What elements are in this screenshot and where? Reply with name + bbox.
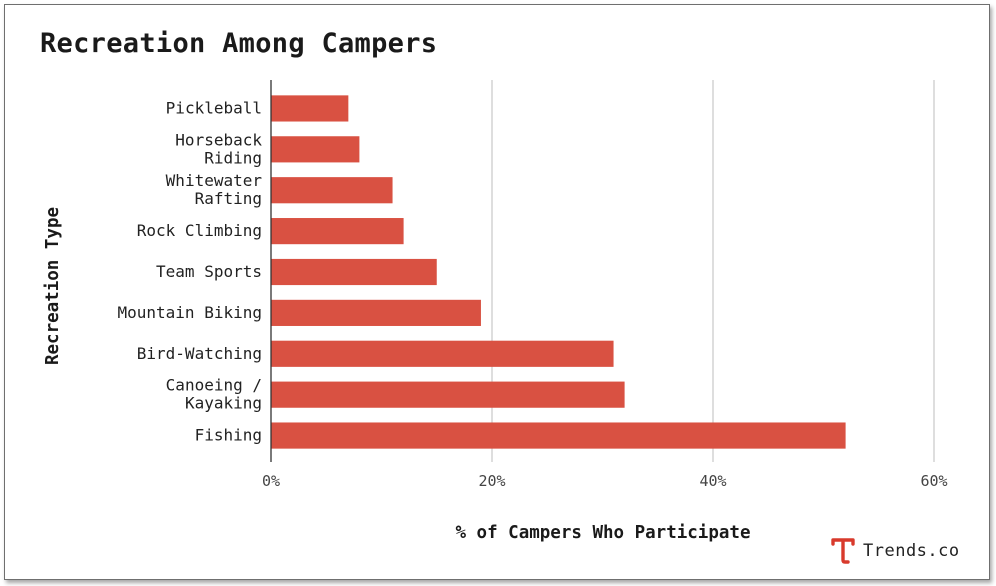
- brand-name: Trends.co: [863, 541, 960, 561]
- bar-3: [271, 218, 404, 245]
- x-tick-label: 60%: [920, 472, 947, 490]
- category-label: Kayaking: [185, 394, 262, 413]
- category-label: Pickleball: [166, 98, 262, 117]
- brand-logo: Trends.co: [831, 537, 960, 565]
- category-label: Horseback: [175, 130, 262, 149]
- bar-4: [271, 258, 437, 286]
- chart-title: Recreation Among Campers: [40, 28, 438, 59]
- x-tick-label: 0%: [262, 472, 280, 490]
- bar-0: [271, 95, 349, 122]
- category-label: Rafting: [195, 189, 262, 208]
- category-label: Bird-Watching: [137, 344, 262, 363]
- category-label: Riding: [204, 148, 262, 167]
- bar-1: [271, 136, 360, 163]
- category-label: Whitewater: [166, 171, 263, 190]
- bar-7: [271, 381, 625, 408]
- bar-8: [271, 422, 846, 449]
- category-label: Fishing: [195, 426, 262, 445]
- y-axis-title: Recreation Type: [43, 207, 63, 365]
- x-axis-title: % of Campers Who Participate: [455, 523, 750, 543]
- category-label: Canoeing /: [166, 376, 262, 395]
- category-label: Team Sports: [156, 262, 262, 281]
- category-label: Mountain Biking: [118, 303, 263, 322]
- chart-frame: [4, 4, 990, 580]
- bar-2: [271, 177, 393, 204]
- bar-6: [271, 340, 614, 367]
- bar-5: [271, 299, 481, 326]
- x-tick-label: 20%: [478, 472, 505, 490]
- bars: [271, 95, 846, 449]
- x-tick-labels: 0% 20% 40% 60%: [262, 472, 948, 490]
- x-tick-label: 40%: [699, 472, 726, 490]
- category-label: Rock Climbing: [137, 221, 262, 240]
- trends-logo-icon: [831, 538, 855, 564]
